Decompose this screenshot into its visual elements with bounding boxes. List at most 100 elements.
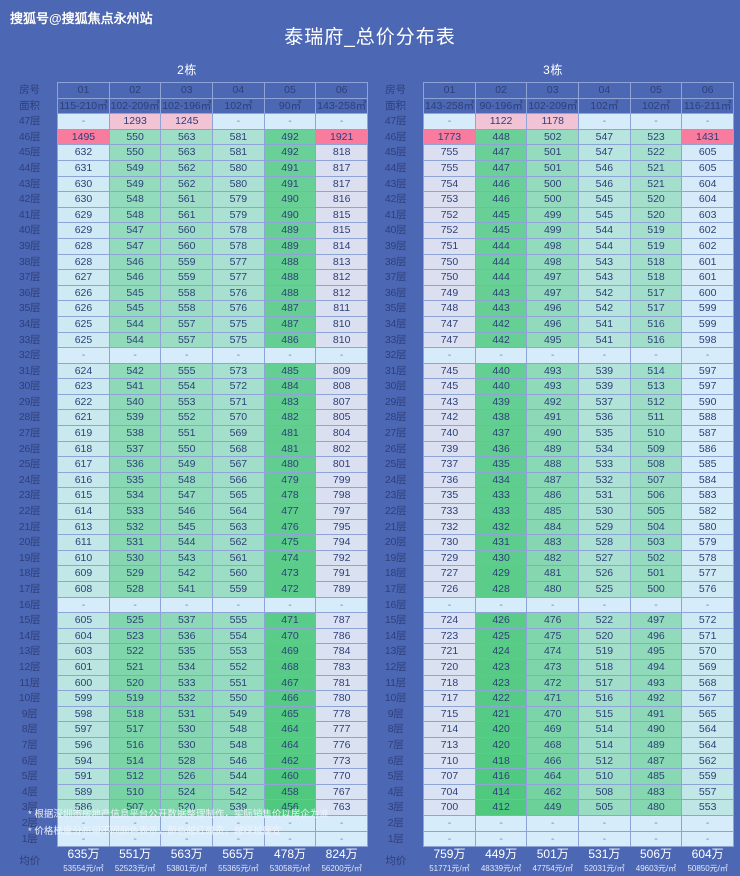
price-cell[interactable]: 563 [160,144,214,161]
price-cell[interactable]: 544 [578,237,631,255]
price-cell[interactable]: 542 [578,300,631,317]
price-cell[interactable]: 472 [526,674,580,692]
price-cell[interactable]: - [263,596,317,614]
price-cell[interactable]: - [263,830,317,848]
price-cell[interactable]: 469 [526,721,580,738]
price-cell[interactable]: 742 [423,409,476,427]
price-cell[interactable]: 568 [212,440,265,458]
price-cell[interactable]: 626 [57,300,110,317]
price-cell[interactable]: 560 [160,237,214,255]
price-cell[interactable]: 489 [526,440,580,458]
price-cell[interactable]: 479 [263,471,317,489]
price-cell[interactable]: 485 [263,362,317,380]
price-cell[interactable]: - [474,830,528,848]
price-cell[interactable]: 777 [315,721,368,738]
price-cell[interactable]: 483 [263,393,317,411]
price-cell[interactable]: - [681,596,734,614]
price-cell[interactable]: 432 [474,518,528,536]
price-cell[interactable]: 425 [474,627,528,645]
price-cell[interactable]: 628 [57,237,110,255]
price-cell[interactable]: 603 [57,643,110,660]
column-header-05[interactable]: 05 [263,82,317,99]
price-cell[interactable]: 814 [315,237,368,255]
price-cell[interactable]: - [629,830,683,848]
price-cell[interactable]: 591 [57,768,110,785]
price-cell[interactable]: 484 [263,378,317,395]
price-cell[interactable]: 583 [681,487,734,505]
price-cell[interactable]: 536 [578,409,631,427]
price-cell[interactable]: 444 [474,237,528,255]
price-cell[interactable]: - [629,596,683,614]
price-cell[interactable]: 626 [57,284,110,302]
price-cell[interactable]: 501 [629,565,683,582]
price-cell[interactable]: 496 [629,627,683,645]
price-cell[interactable]: 614 [57,503,110,520]
price-cell[interactable]: 522 [108,643,162,660]
price-cell[interactable]: 474 [263,549,317,567]
price-cell[interactable]: 594 [57,752,110,770]
price-cell[interactable]: 473 [526,658,580,676]
price-cell[interactable]: 605 [681,159,734,177]
price-cell[interactable]: 628 [57,253,110,271]
price-cell[interactable]: 487 [263,315,317,333]
price-cell[interactable]: 482 [263,409,317,427]
price-cell[interactable]: 470 [263,627,317,645]
price-cell[interactable]: 520 [629,206,683,224]
price-cell[interactable]: 613 [57,518,110,536]
price-cell[interactable]: 481 [526,565,580,582]
price-cell[interactable]: 535 [578,425,631,442]
price-cell[interactable]: 630 [57,175,110,193]
price-cell[interactable]: 526 [160,768,214,785]
price-cell[interactable]: - [526,814,580,832]
price-cell[interactable]: 562 [212,534,265,551]
price-cell[interactable]: 468 [263,658,317,676]
price-cell[interactable]: 587 [681,425,734,442]
price-cell[interactable]: 590 [681,393,734,411]
price-cell[interactable]: 547 [108,222,162,239]
price-cell[interactable]: 571 [681,627,734,645]
price-cell[interactable]: - [315,814,368,832]
price-cell[interactable]: 763 [315,799,368,816]
price-cell[interactable]: 414 [474,783,528,801]
price-cell[interactable]: - [160,347,214,364]
price-cell[interactable]: 525 [578,581,631,598]
price-cell[interactable]: 532 [578,471,631,489]
price-cell[interactable]: 576 [212,284,265,302]
price-cell[interactable]: - [578,814,631,832]
price-cell[interactable]: 468 [526,736,580,754]
price-cell[interactable]: 739 [423,440,476,458]
price-cell[interactable]: 416 [474,768,528,785]
price-cell[interactable]: 464 [263,721,317,738]
price-cell[interactable]: 519 [629,237,683,255]
price-cell[interactable]: 580 [212,159,265,177]
price-cell[interactable]: 456 [263,799,317,816]
price-cell[interactable]: 515 [578,705,631,723]
price-cell[interactable]: 566 [212,471,265,489]
price-cell[interactable]: 754 [423,175,476,193]
price-cell[interactable]: - [526,596,580,614]
price-cell[interactable]: 797 [315,503,368,520]
price-cell[interactable]: 475 [526,627,580,645]
price-cell[interactable]: - [212,830,265,848]
price-cell[interactable]: 475 [263,534,317,551]
price-cell[interactable]: 778 [315,705,368,723]
price-cell[interactable]: 541 [160,581,214,598]
price-cell[interactable]: 501 [526,144,580,161]
price-cell[interactable]: 512 [578,752,631,770]
column-header-01[interactable]: 01 [423,82,476,99]
price-cell[interactable]: 751 [423,237,476,255]
price-cell[interactable]: - [57,347,110,364]
price-cell[interactable]: 815 [315,222,368,239]
price-cell[interactable]: 495 [526,331,580,349]
price-cell[interactable]: 488 [263,269,317,286]
price-cell[interactable]: 513 [629,378,683,395]
price-cell[interactable]: 567 [681,690,734,707]
price-cell[interactable]: 573 [212,362,265,380]
price-cell[interactable]: - [57,113,110,130]
price-cell[interactable]: 480 [263,456,317,473]
price-cell[interactable]: 552 [212,658,265,676]
price-cell[interactable]: 545 [578,206,631,224]
price-cell[interactable]: 625 [57,331,110,349]
price-cell[interactable]: 776 [315,736,368,754]
price-cell[interactable]: 481 [263,440,317,458]
